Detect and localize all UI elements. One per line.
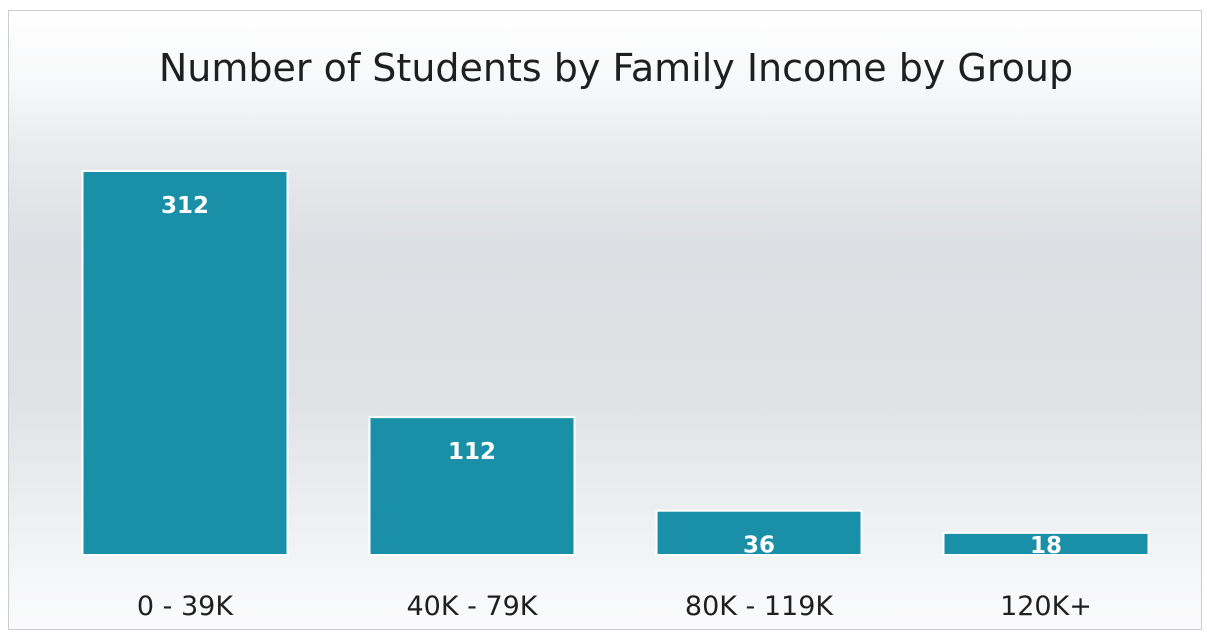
data-label-2: 36 bbox=[743, 533, 775, 559]
x-tick-label-0: 0 - 39K bbox=[137, 591, 234, 622]
bar-chart: Number of Students by Family Income by G… bbox=[81, 46, 1150, 622]
data-labels-group: 312 112 36 18 bbox=[161, 193, 1062, 559]
bar-2 bbox=[655, 509, 863, 557]
bar-1 bbox=[368, 416, 576, 556]
data-label-3: 18 bbox=[1030, 533, 1062, 559]
x-tick-label-3: 120K+ bbox=[1000, 591, 1092, 622]
x-tick-labels: 0 - 39K 40K - 79K 80K - 119K 120K+ bbox=[137, 591, 1092, 622]
chart-title: Number of Students by Family Income by G… bbox=[159, 46, 1073, 90]
bar-0 bbox=[81, 170, 289, 556]
x-tick-label-1: 40K - 79K bbox=[406, 591, 538, 622]
bars-group bbox=[81, 170, 1150, 557]
x-tick-label-2: 80K - 119K bbox=[685, 591, 835, 622]
chart-frame: Number of Students by Family Income by G… bbox=[8, 10, 1202, 630]
data-label-1: 112 bbox=[448, 439, 496, 465]
data-label-0: 312 bbox=[161, 193, 209, 219]
bar-3 bbox=[942, 531, 1150, 556]
